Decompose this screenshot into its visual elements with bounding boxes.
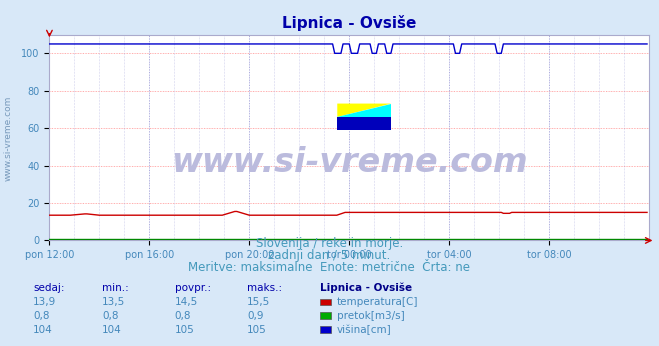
Text: povpr.:: povpr.: <box>175 283 211 293</box>
Text: Lipnica - Ovsiše: Lipnica - Ovsiše <box>320 282 412 293</box>
Text: Meritve: maksimalne  Enote: metrične  Črta: ne: Meritve: maksimalne Enote: metrične Črta… <box>188 261 471 274</box>
Text: temperatura[C]: temperatura[C] <box>337 297 418 307</box>
Text: Slovenija / reke in morje.: Slovenija / reke in morje. <box>256 237 403 251</box>
Text: 0,9: 0,9 <box>247 311 264 321</box>
Text: 13,5: 13,5 <box>102 297 125 307</box>
Polygon shape <box>337 103 391 117</box>
Text: 104: 104 <box>33 325 53 335</box>
Text: 15,5: 15,5 <box>247 297 270 307</box>
Text: www.si-vreme.com: www.si-vreme.com <box>3 96 13 181</box>
Text: zadnji dan / 5 minut.: zadnji dan / 5 minut. <box>268 249 391 262</box>
Text: sedaj:: sedaj: <box>33 283 65 293</box>
Polygon shape <box>337 103 391 117</box>
Text: pretok[m3/s]: pretok[m3/s] <box>337 311 405 321</box>
Text: 0,8: 0,8 <box>102 311 119 321</box>
Text: 0,8: 0,8 <box>175 311 191 321</box>
Text: 0,8: 0,8 <box>33 311 49 321</box>
Text: 105: 105 <box>175 325 194 335</box>
Text: 13,9: 13,9 <box>33 297 56 307</box>
Text: www.si-vreme.com: www.si-vreme.com <box>171 146 528 179</box>
Text: 14,5: 14,5 <box>175 297 198 307</box>
Text: min.:: min.: <box>102 283 129 293</box>
Title: Lipnica - Ovsiše: Lipnica - Ovsiše <box>282 15 416 31</box>
Text: višina[cm]: višina[cm] <box>337 325 391 335</box>
Text: maks.:: maks.: <box>247 283 282 293</box>
Text: 105: 105 <box>247 325 267 335</box>
Bar <box>337 117 391 130</box>
Text: 104: 104 <box>102 325 122 335</box>
